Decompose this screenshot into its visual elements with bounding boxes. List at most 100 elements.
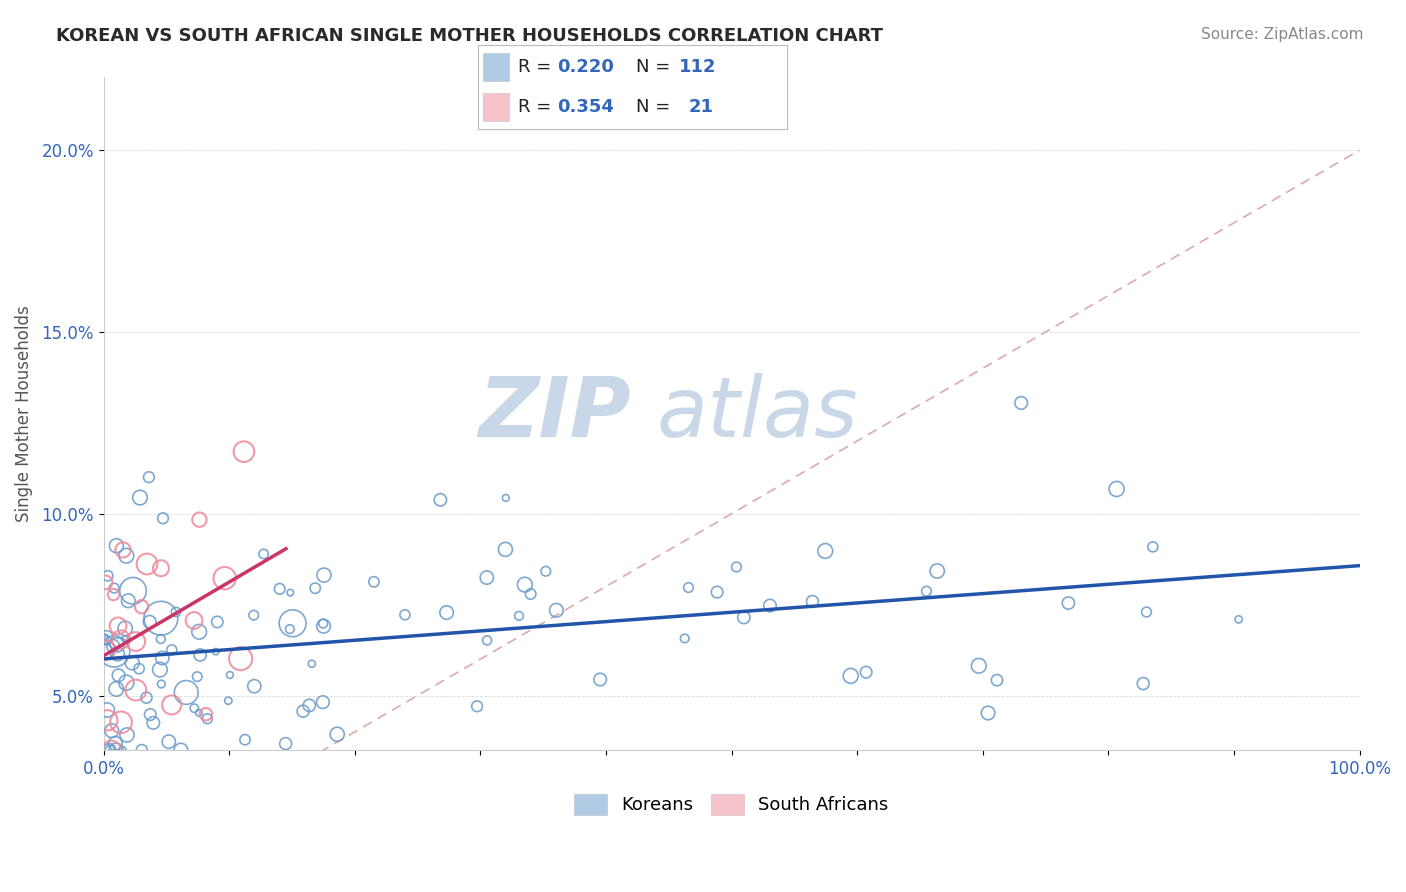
Point [326, 727, 349, 741]
Text: 0.220: 0.220 [557, 58, 614, 76]
Point [187, 706, 209, 720]
Point [217, 694, 239, 708]
Point [152, 511, 174, 525]
Point [589, 673, 612, 687]
Point [107, 668, 129, 682]
Text: N =: N = [636, 98, 676, 116]
Point [105, 638, 128, 652]
Point [114, 622, 136, 636]
Point [103, 588, 125, 602]
Point [186, 670, 208, 684]
Point [149, 632, 172, 646]
Point [94, 631, 117, 645]
Point [801, 594, 824, 608]
Legend: Koreans, South Africans: Koreans, South Africans [567, 787, 896, 822]
Point [94, 645, 117, 659]
Point [312, 695, 335, 709]
Point [188, 624, 211, 639]
Text: atlas: atlas [657, 373, 858, 454]
Point [135, 690, 157, 705]
Point [194, 707, 217, 722]
Point [115, 728, 138, 742]
Point [278, 585, 301, 599]
Point [1132, 676, 1154, 690]
Point [673, 632, 696, 646]
Point [98, 743, 121, 757]
Point [138, 615, 160, 629]
Point [150, 651, 173, 665]
Point [103, 644, 125, 658]
Point [475, 633, 498, 648]
Point [100, 743, 122, 757]
Point [129, 491, 152, 505]
Point [96, 703, 118, 717]
Point [195, 712, 218, 726]
Point [475, 570, 498, 584]
Point [149, 561, 172, 575]
Text: 21: 21 [689, 98, 713, 116]
Point [292, 704, 315, 718]
Point [107, 619, 129, 633]
Point [122, 583, 145, 598]
Point [138, 470, 160, 484]
Point [110, 632, 132, 647]
Point [363, 574, 385, 589]
Point [170, 743, 193, 757]
Point [436, 606, 458, 620]
Point [495, 491, 517, 505]
Point [214, 571, 236, 585]
Point [253, 547, 276, 561]
Point [110, 715, 132, 730]
Point [519, 587, 541, 601]
Point [160, 643, 183, 657]
Point [125, 634, 148, 648]
Point [304, 581, 326, 595]
Point [513, 577, 536, 591]
Point [117, 593, 139, 607]
Text: Source: ZipAtlas.com: Source: ZipAtlas.com [1201, 27, 1364, 42]
Text: 0.354: 0.354 [557, 98, 614, 116]
Point [927, 564, 949, 578]
Point [915, 584, 938, 599]
Point [104, 736, 127, 750]
Point [546, 603, 568, 617]
Point [128, 662, 150, 676]
Point [136, 557, 159, 571]
Point [105, 743, 128, 757]
Text: R =: R = [519, 58, 557, 76]
Y-axis label: Single Mother Households: Single Mother Households [15, 305, 32, 522]
Point [121, 656, 143, 670]
Point [98, 743, 121, 757]
Point [115, 549, 138, 563]
Point [188, 513, 211, 527]
Point [986, 673, 1008, 688]
Point [149, 611, 172, 625]
Point [105, 681, 128, 696]
Text: 112: 112 [679, 58, 717, 76]
Point [188, 648, 211, 662]
Point [183, 614, 205, 628]
Point [1057, 596, 1080, 610]
Point [1142, 540, 1164, 554]
FancyBboxPatch shape [482, 94, 509, 120]
Point [183, 701, 205, 715]
Point [101, 639, 124, 653]
Text: N =: N = [636, 58, 676, 76]
Point [301, 657, 323, 671]
Point [149, 663, 172, 677]
Point [1227, 612, 1250, 626]
Point [494, 542, 516, 557]
Point [977, 706, 1000, 720]
Point [678, 581, 700, 595]
Point [725, 560, 748, 574]
Text: ZIP: ZIP [478, 373, 631, 454]
Point [115, 675, 138, 690]
Point [94, 643, 117, 657]
Point [100, 723, 122, 738]
Point [1135, 605, 1157, 619]
Point [105, 539, 128, 553]
Point [278, 622, 301, 636]
Point [243, 679, 266, 693]
Point [160, 698, 183, 712]
Point [706, 585, 728, 599]
